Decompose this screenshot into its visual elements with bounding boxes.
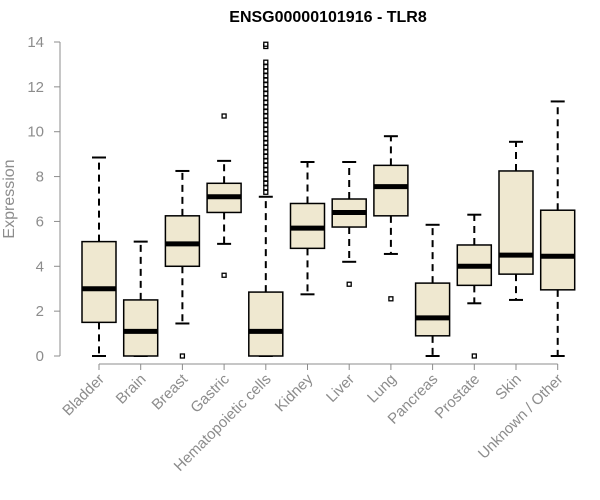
outlier-point <box>263 126 269 133</box>
outlier-point <box>263 59 269 65</box>
outlier-point <box>263 171 269 177</box>
outlier-point <box>263 77 269 83</box>
y-axis: 0 2 4 6 8 10 12 14 <box>27 34 61 365</box>
box-iqr <box>539 209 576 291</box>
outlier-point <box>346 281 352 287</box>
x-tick-label: Breast <box>149 370 192 413</box>
y-tick-label: 10 <box>27 124 44 141</box>
box-iqr <box>373 164 409 217</box>
y-axis-label: Expression <box>1 159 18 238</box>
box-group <box>498 140 534 301</box>
y-tick-label: 14 <box>27 34 44 51</box>
x-tick-label: Skin <box>492 371 525 404</box>
outlier-point <box>263 144 269 151</box>
box-group <box>81 156 117 357</box>
outlier-point <box>263 117 269 124</box>
outlier-point <box>263 149 269 155</box>
box-group <box>373 135 409 302</box>
outlier-point <box>263 180 269 186</box>
outlier-point <box>263 140 269 146</box>
outlier-point <box>263 68 269 74</box>
x-tick-label: Kidney <box>272 370 317 415</box>
x-tick-label: Bladder <box>59 371 108 420</box>
box-group <box>289 160 326 296</box>
outlier-point <box>221 113 227 119</box>
outlier-point <box>263 176 269 182</box>
chart-title: ENSG00000101916 - TLR8 <box>229 9 427 26</box>
box-iqr <box>414 282 451 337</box>
x-tick-label: Liver <box>323 371 358 406</box>
y-tick-label: 2 <box>36 303 44 320</box>
outlier-point <box>263 64 269 70</box>
y-tick-label: 12 <box>27 79 44 96</box>
outlier-point <box>221 272 227 278</box>
outlier-point <box>263 95 269 101</box>
box-iqr <box>498 170 534 275</box>
outlier-point <box>388 296 394 302</box>
outlier-point <box>263 41 269 47</box>
outlier-point <box>263 189 269 195</box>
outlier-point <box>263 131 269 137</box>
outlier-point <box>263 153 269 160</box>
outlier-point <box>263 113 269 119</box>
box-iqr <box>248 291 284 357</box>
outlier-point <box>263 185 269 191</box>
outlier-point <box>179 353 186 359</box>
outlier-point <box>263 99 269 106</box>
y-tick-label: 0 <box>36 348 44 365</box>
x-tick-label: Prostate <box>432 371 484 423</box>
box-group <box>456 213 493 359</box>
outlier-point <box>263 122 269 128</box>
outlier-point <box>263 72 269 79</box>
outlier-point <box>263 167 269 173</box>
box-group <box>206 113 242 278</box>
outlier-point <box>263 108 269 115</box>
outlier-point <box>263 162 269 169</box>
box-group <box>164 169 201 359</box>
box-group <box>414 223 451 357</box>
outlier-point <box>263 86 269 92</box>
box-group <box>539 100 576 357</box>
x-tick-label: Brain <box>113 371 150 408</box>
box-iqr <box>81 240 117 324</box>
outlier-point <box>263 104 269 110</box>
box-group <box>248 41 284 357</box>
y-tick-label: 6 <box>36 213 44 230</box>
outlier-point <box>263 158 269 164</box>
outlier-point <box>263 135 269 142</box>
x-tick-label: Lung <box>364 371 400 407</box>
y-tick-label: 4 <box>36 258 44 275</box>
outlier-point <box>471 353 477 359</box>
plot-area <box>81 41 576 359</box>
y-tick-label: 8 <box>36 169 44 186</box>
box-group <box>122 240 159 357</box>
box-iqr <box>122 299 159 357</box>
box-iqr <box>164 215 201 268</box>
box-group <box>331 160 367 287</box>
outlier-point <box>263 81 269 88</box>
outlier-point <box>263 90 269 97</box>
